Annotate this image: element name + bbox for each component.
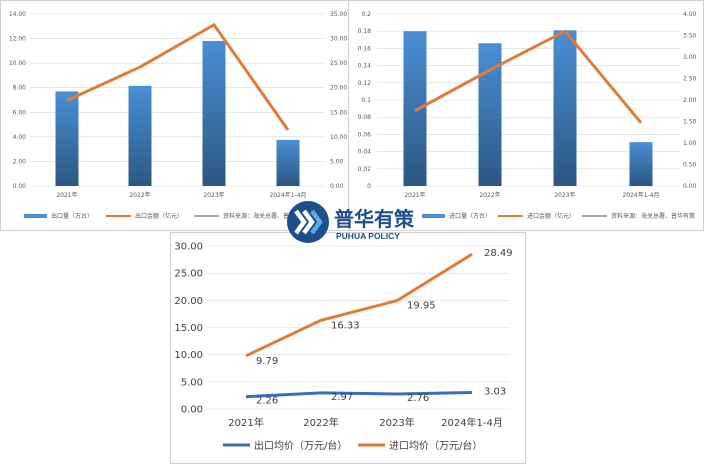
data-label: 3.03 — [484, 387, 506, 398]
y-tick-right: 25.00 — [330, 60, 347, 67]
y-tick-right: 1.50 — [683, 119, 697, 126]
import-bar — [629, 142, 653, 186]
y-tick-left: 0.14 — [358, 63, 372, 70]
y-tick-left: 0.2 — [361, 11, 371, 18]
legend-label: 出口金额（亿元） — [135, 212, 183, 220]
logo-chevron-icon — [294, 209, 307, 235]
import-bar — [403, 31, 427, 187]
import-line — [414, 29, 643, 124]
y-tick-right: 3.00 — [683, 54, 697, 61]
x-tick: 2021年 — [228, 416, 263, 429]
y-tick-right: 0.00 — [330, 183, 344, 190]
y-tick: 30.00 — [174, 242, 203, 253]
y-tick-right: 35.00 — [330, 11, 347, 18]
x-tick: 2021年 — [404, 191, 425, 199]
export-bar — [276, 139, 300, 186]
export-line — [66, 22, 290, 131]
y-tick-left: 0.12 — [358, 80, 372, 87]
x-tick: 2023年 — [203, 191, 224, 199]
y-tick: 15.00 — [174, 323, 203, 334]
y-tick-left: 6.00 — [13, 109, 27, 116]
export-bar — [128, 85, 152, 186]
data-label: 28.49 — [484, 248, 513, 259]
logo-text-cn: 普华有策 — [334, 207, 415, 231]
data-label: 16.33 — [331, 320, 360, 331]
data-label: 2.97 — [331, 392, 353, 403]
y-tick-left: 0.18 — [358, 28, 372, 35]
y-tick-left: 12.00 — [9, 36, 26, 43]
y-tick-right: 5.00 — [330, 158, 344, 165]
y-tick: 20.00 — [174, 296, 203, 307]
y-tick: 10.00 — [174, 350, 203, 361]
price-line-import — [245, 252, 473, 358]
y-tick-left: 0.00 — [13, 183, 27, 190]
y-tick-left: 0.16 — [358, 45, 372, 52]
data-label: 9.79 — [256, 356, 278, 367]
y-tick-left: 0.02 — [358, 166, 372, 173]
y-tick: 0.00 — [181, 405, 203, 416]
export-bar — [55, 91, 79, 186]
data-label: 19.95 — [407, 301, 436, 312]
y-tick-right: 30.00 — [330, 36, 347, 43]
y-tick-left: 10.00 — [9, 60, 26, 67]
x-tick: 2024年1-4月 — [269, 191, 306, 199]
x-tick: 2022年 — [129, 191, 150, 199]
data-label: 2.26 — [256, 396, 278, 407]
legend-label: 出口量（万台） — [51, 212, 93, 220]
y-tick-left: 0.08 — [358, 114, 372, 121]
y-tick-right: 0.50 — [683, 162, 697, 169]
legend-swatch-bar — [422, 214, 445, 218]
y-tick-left: 0.06 — [358, 131, 372, 138]
y-tick-left: 8.00 — [13, 85, 27, 92]
x-tick: 2024年1-4月 — [441, 416, 503, 429]
y-tick-right: 20.00 — [330, 85, 347, 92]
x-tick: 2022年 — [479, 191, 500, 199]
y-tick-right: 2.00 — [683, 97, 697, 104]
logo-chevron-icon — [310, 209, 323, 235]
y-tick-right: 3.50 — [683, 33, 697, 40]
y-tick-right: 1.00 — [683, 140, 697, 147]
legend-swatch-bar — [24, 214, 47, 218]
legend-source: 资料来源：海关总署、普华有策 — [611, 212, 695, 220]
import-bar — [478, 43, 502, 186]
legend-label: 出口均价（万元/台） — [254, 439, 347, 452]
y-tick-right: 10.00 — [330, 134, 347, 141]
legend-label: 进口均价（万元/台） — [389, 439, 482, 452]
legend-label: 进口量（万台） — [449, 212, 491, 220]
y-tick-left: 2.00 — [13, 158, 27, 165]
y-tick-right: 15.00 — [330, 109, 347, 116]
import-bar — [553, 30, 577, 187]
y-tick-right: 0.00 — [683, 183, 697, 190]
logo-text-en: PUHUA POLICY — [336, 231, 400, 241]
y-tick-left: 0.1 — [361, 97, 371, 104]
y-tick-left: 4.00 — [13, 134, 27, 141]
x-tick: 2023年 — [379, 416, 414, 429]
data-label: 2.76 — [407, 393, 429, 404]
y-tick-left: 0.04 — [358, 149, 372, 156]
x-tick: 2022年 — [303, 416, 338, 429]
x-tick: 2021年 — [56, 191, 77, 199]
x-tick: 2024年1-4月 — [622, 191, 659, 199]
price-line-export — [245, 391, 473, 399]
y-tick-right: 4.00 — [683, 11, 697, 18]
legend-label: 进口金额（亿元） — [527, 212, 575, 220]
y-tick-left: 0 — [367, 183, 371, 190]
y-tick: 25.00 — [174, 269, 203, 280]
export-bar — [202, 41, 226, 187]
panel-border-import — [348, 0, 704, 231]
y-tick: 5.00 — [181, 377, 203, 388]
y-tick-left: 14.00 — [9, 11, 26, 18]
legend-source: 资料来源：海关总署、普华有策 — [223, 212, 307, 220]
x-tick: 2023年 — [554, 191, 575, 199]
logo-chevron-icon — [302, 209, 315, 235]
y-tick-right: 2.50 — [683, 76, 697, 83]
